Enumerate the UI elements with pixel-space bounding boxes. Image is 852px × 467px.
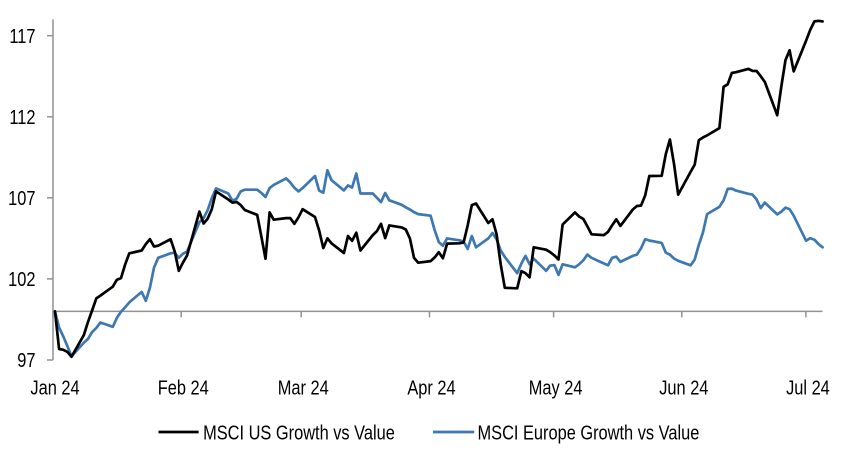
svg-text:Jan 24: Jan 24 [30,376,79,399]
svg-text:Feb 24: Feb 24 [158,376,209,399]
svg-text:Jun 24: Jun 24 [659,376,708,399]
svg-text:97: 97 [17,349,35,372]
svg-text:117: 117 [9,24,35,47]
svg-text:107: 107 [8,186,35,209]
svg-text:112: 112 [9,105,35,128]
svg-text:Mar 24: Mar 24 [278,376,329,399]
svg-text:102: 102 [8,268,35,291]
svg-text:MSCI US Growth vs Value: MSCI US Growth vs Value [203,421,395,444]
svg-text:May 24: May 24 [529,376,583,399]
svg-text:MSCI Europe Growth vs Value: MSCI Europe Growth vs Value [478,421,700,444]
svg-text:Jul 24: Jul 24 [786,376,830,399]
svg-text:Apr 24: Apr 24 [407,376,455,399]
